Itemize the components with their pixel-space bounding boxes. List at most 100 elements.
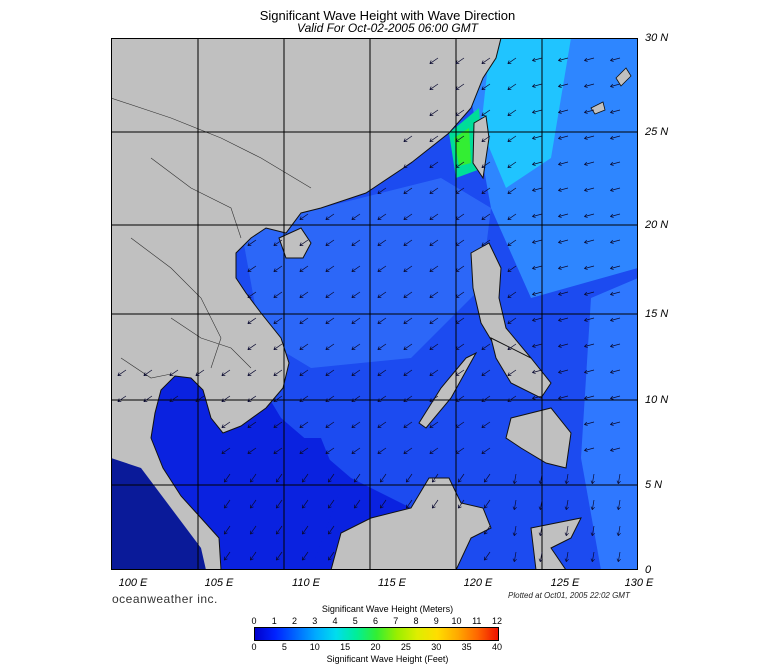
wave-direction-arrow xyxy=(558,83,569,88)
wave-direction-arrow xyxy=(483,499,491,509)
wave-direction-arrow xyxy=(379,499,387,509)
wave-direction-arrow xyxy=(247,291,257,299)
wave-direction-arrow xyxy=(616,499,621,511)
wave-direction-arrow xyxy=(403,369,413,377)
wave-direction-arrow xyxy=(327,551,335,561)
wave-direction-arrow xyxy=(377,369,387,377)
wave-direction-arrow xyxy=(532,291,543,296)
wave-direction-arrow xyxy=(507,239,517,247)
wave-direction-arrow xyxy=(584,369,595,374)
wave-direction-arrow xyxy=(558,395,569,400)
wave-direction-arrow xyxy=(299,369,309,377)
wave-direction-arrow xyxy=(610,265,621,270)
wave-direction-arrow xyxy=(584,395,595,400)
wave-direction-arrow xyxy=(247,239,257,247)
wave-direction-arrow xyxy=(299,395,309,403)
wave-direction-arrow xyxy=(455,239,465,247)
wave-direction-arrow xyxy=(429,265,439,273)
wave-direction-arrow xyxy=(325,447,335,455)
wave-direction-arrow xyxy=(538,551,543,563)
wave-direction-arrow xyxy=(221,421,231,429)
wave-direction-arrow xyxy=(223,525,231,535)
colorbar-meters-tick: 1 xyxy=(271,616,277,626)
wave-direction-arrow xyxy=(351,317,361,325)
wave-direction-arrow xyxy=(507,187,517,195)
wave-direction-arrow xyxy=(532,57,543,62)
plotted-timestamp: Plotted at Oct01, 2005 22:02 GMT xyxy=(508,591,630,600)
wave-direction-arrow xyxy=(455,265,465,273)
wave-direction-arrow xyxy=(221,395,231,403)
colorbar-meters-tick: 6 xyxy=(372,616,378,626)
wave-direction-arrow xyxy=(247,369,257,377)
wave-direction-arrow xyxy=(275,551,283,561)
wave-direction-arrow xyxy=(273,395,283,403)
wave-direction-arrow xyxy=(481,343,491,351)
wave-direction-arrow xyxy=(223,551,231,561)
wave-direction-arrow xyxy=(455,317,465,325)
wave-direction-arrow xyxy=(507,317,517,325)
wave-direction-arrow xyxy=(457,499,465,509)
wave-direction-arrow xyxy=(273,239,283,247)
wave-direction-arrow xyxy=(325,291,335,299)
wave-direction-arrow xyxy=(429,213,439,221)
lat-label: 25 N xyxy=(645,126,669,138)
wave-direction-arrow xyxy=(377,187,387,195)
wave-direction-arrow xyxy=(507,291,517,299)
wave-direction-arrow xyxy=(558,265,569,270)
lat-label: 30 N xyxy=(645,32,669,44)
wave-direction-arrow xyxy=(301,473,309,483)
wave-direction-arrow xyxy=(481,187,491,195)
wave-direction-arrow xyxy=(273,447,283,455)
wave-direction-arrow xyxy=(481,369,491,377)
wave-direction-arrow xyxy=(169,395,179,403)
wave-direction-arrow xyxy=(564,499,569,511)
lat-label: 10 N xyxy=(645,394,669,406)
wave-direction-arrow xyxy=(403,187,413,195)
wave-direction-arrow xyxy=(532,83,543,88)
lat-label: 15 N xyxy=(645,308,669,320)
colorbar-meters-tick: 12 xyxy=(491,616,502,626)
wave-direction-arrow xyxy=(377,291,387,299)
colorbar-feet-title: Significant Wave Height (Feet) xyxy=(326,654,449,664)
colorbar-meters-tick: 5 xyxy=(352,616,358,626)
colorbar-feet-tick: 25 xyxy=(400,642,411,652)
visayas-islands xyxy=(490,337,552,399)
colorbar-meters-tick: 2 xyxy=(291,616,297,626)
wave-direction-arrow xyxy=(351,395,361,403)
wave-direction-arrow xyxy=(616,551,621,563)
wave-direction-arrow xyxy=(273,265,283,273)
wave-direction-arrow xyxy=(455,57,465,65)
wave-direction-arrow xyxy=(143,369,153,377)
wave-direction-arrow xyxy=(558,161,569,166)
wave-direction-arrow xyxy=(403,447,413,455)
wave-direction-arrow xyxy=(610,421,621,426)
wave-direction-arrow xyxy=(532,265,543,270)
wave-direction-arrow xyxy=(538,499,543,511)
wave-direction-arrow xyxy=(327,499,335,509)
wave-direction-arrow xyxy=(429,317,439,325)
wave-direction-arrow xyxy=(377,447,387,455)
wave-direction-arrow xyxy=(590,499,595,511)
lon-label: 125 E xyxy=(550,577,580,589)
wave-direction-arrow xyxy=(429,187,439,195)
wave-direction-arrow xyxy=(299,447,309,455)
wave-direction-arrow xyxy=(584,109,595,114)
wave-direction-arrow xyxy=(584,57,595,62)
wave-direction-arrow xyxy=(351,239,361,247)
wave-direction-arrow xyxy=(558,57,569,62)
colorbar-meters-tick: 4 xyxy=(332,616,338,626)
wave-direction-arrow xyxy=(512,499,517,511)
wave-direction-arrow xyxy=(403,421,413,429)
wave-direction-arrow xyxy=(610,109,621,114)
colorbar-meters-title: Significant Wave Height (Meters) xyxy=(321,604,454,614)
colorbar-meters-tick: 10 xyxy=(451,616,462,626)
wave-direction-arrow xyxy=(558,109,569,114)
wave-direction-arrow xyxy=(377,213,387,221)
wave-direction-arrow xyxy=(403,317,413,325)
wave-direction-arrow xyxy=(223,499,231,509)
wave-direction-arrow xyxy=(249,525,257,535)
wave-direction-arrow xyxy=(483,525,491,535)
wave-direction-arrow xyxy=(273,317,283,325)
colorbar xyxy=(254,627,499,641)
wave-direction-arrow xyxy=(275,525,283,535)
